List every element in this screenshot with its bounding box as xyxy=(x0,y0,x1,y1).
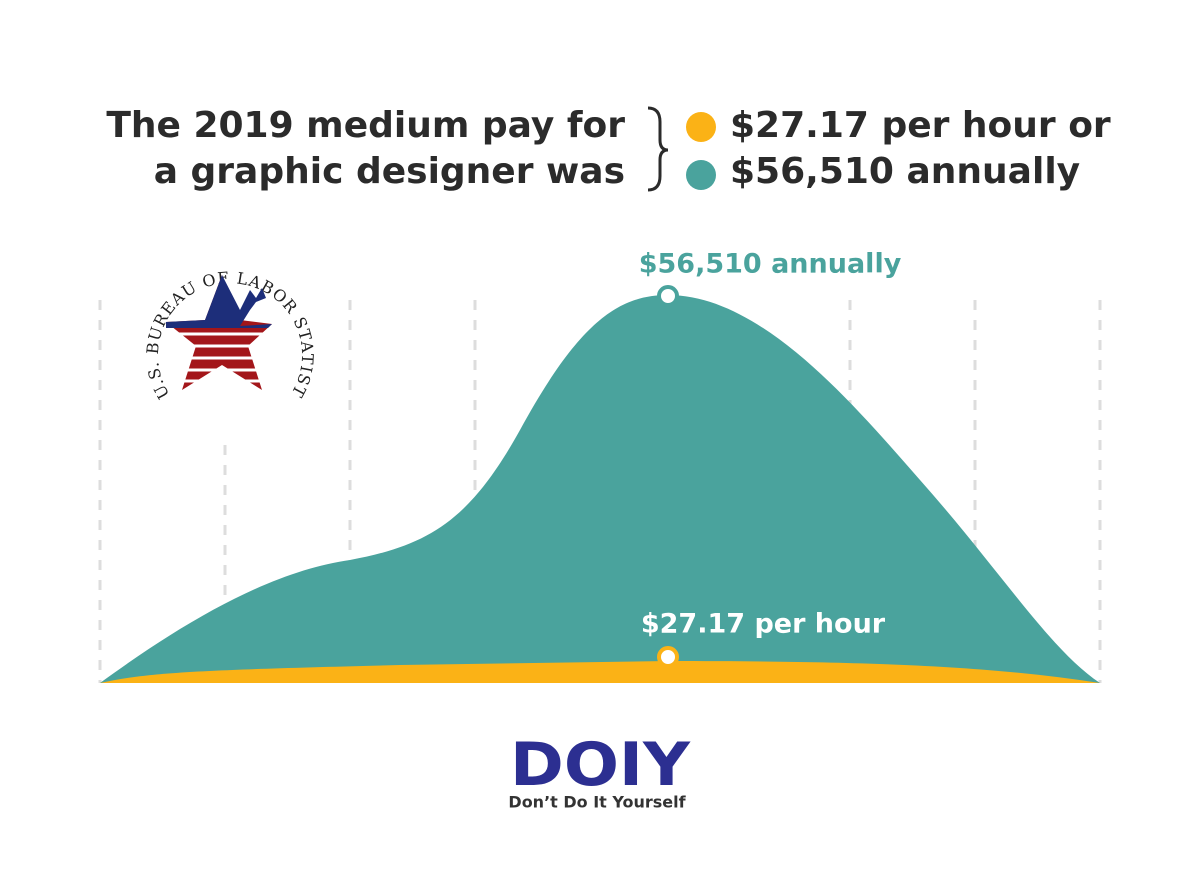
headline-left: a graphic designer was xyxy=(154,151,625,192)
bls-logo: U.S. BUREAU OF LABOR STATISTICS xyxy=(0,0,317,402)
brand-tagline: Don’t Do It Yourself xyxy=(508,793,686,812)
bls-text: U.S. BUREAU OF LABOR STATISTICS xyxy=(0,0,316,402)
annual-dot xyxy=(686,160,716,190)
doiy-logo: DOIY Don’t Do It Yourself xyxy=(508,730,691,812)
hourly-label: $27.17 per hour xyxy=(641,609,886,640)
brand-logo: DOIY xyxy=(510,730,692,800)
hourly-dot xyxy=(686,112,716,142)
guides xyxy=(98,300,1102,683)
annual-label: $56,510 annually xyxy=(639,249,902,280)
annual-marker xyxy=(657,285,679,307)
svg-text:U.S. BUREAU OF LABOR STATISTIC: U.S. BUREAU OF LABOR STATISTICS xyxy=(0,0,317,402)
hourly-area xyxy=(100,661,1100,683)
brace xyxy=(647,106,669,192)
headline-right: $27.17 per hour or xyxy=(730,105,1111,146)
headline-left: The 2019 medium pay for xyxy=(106,105,625,146)
annual-area xyxy=(100,295,1100,683)
hourly-marker xyxy=(657,646,679,668)
headline-right: $56,510 annually xyxy=(730,151,1080,192)
